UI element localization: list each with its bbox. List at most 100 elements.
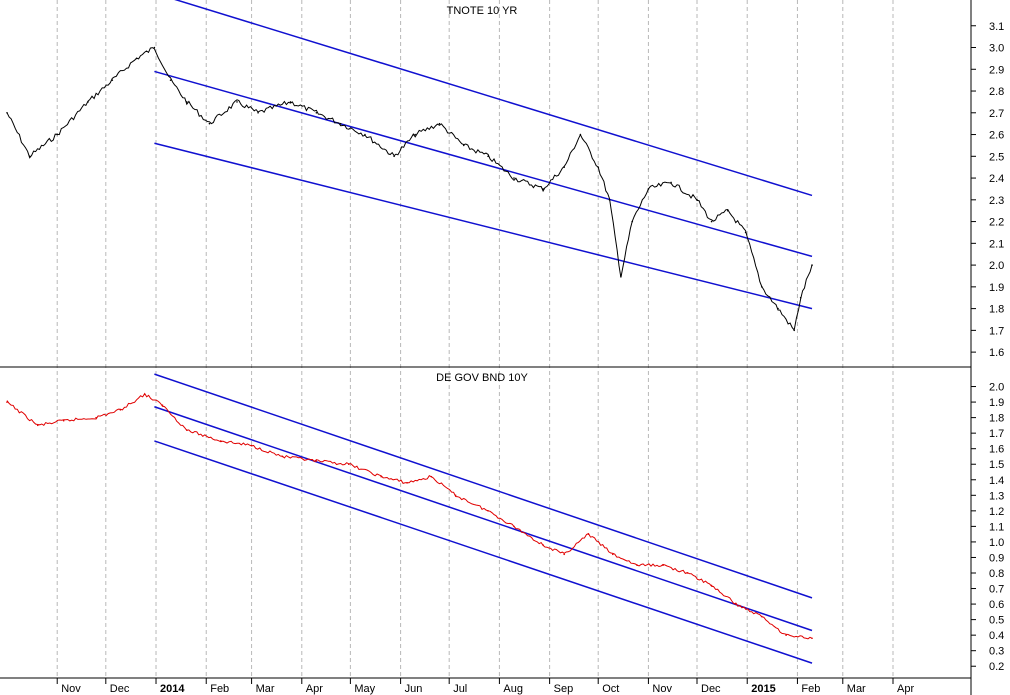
- axis-layer: [0, 0, 972, 695]
- month-label: Dec: [701, 683, 721, 695]
- month-label: 2014: [160, 683, 185, 695]
- y-tick-label: 0.9: [989, 552, 1004, 564]
- y-tick-label: 2.8: [989, 86, 1004, 98]
- channel-lower-line: [154, 142, 813, 310]
- data-point: [6, 111, 8, 114]
- data-point: [95, 416, 97, 419]
- month-label: May: [354, 683, 375, 695]
- data-point: [430, 475, 433, 478]
- data-point: [380, 475, 382, 478]
- data-point: [185, 429, 188, 431]
- data-point: [563, 553, 565, 556]
- y-tick-label: 2.6: [989, 130, 1004, 142]
- data-point: [87, 101, 89, 103]
- y-tick-label: 1.4: [989, 475, 1004, 487]
- channel-upper-line: [154, 373, 813, 599]
- channel-middle-line: [154, 406, 813, 632]
- data-point: [36, 424, 39, 427]
- x-tick-layer: Nov Dec 2014 Feb Mar Apr May Jun Jul Aug Sep Oct Nov…: [56, 678, 914, 695]
- data-point: [28, 155, 31, 158]
- y-tick-label: 1.6: [989, 444, 1004, 456]
- data-point: [710, 584, 713, 587]
- month-label: Apr: [897, 683, 914, 695]
- data-point: [513, 177, 515, 179]
- data-point: [799, 296, 802, 299]
- month-label: Aug: [503, 683, 523, 695]
- series-line: [6, 47, 813, 332]
- y-tick-label: 0.5: [989, 615, 1004, 627]
- data-point: [696, 199, 698, 201]
- data-point: [6, 401, 8, 403]
- y-tick-layer: 1.6 1.7 1.8 1.9 2.0 2.1 2.2 2.3 2.4 2.5 2.6 2.7 2.8 2…: [971, 21, 1004, 673]
- data-point: [62, 419, 65, 422]
- data-point: [281, 455, 284, 458]
- channel-layer: [154, 0, 813, 664]
- data-point: [289, 101, 292, 103]
- y-tick-label: 1.8: [989, 413, 1004, 425]
- data-point: [620, 275, 622, 277]
- channel-upper-line: [174, 0, 813, 197]
- y-tick-label: 3.1: [989, 21, 1004, 33]
- y-tick-label: 0.8: [989, 568, 1004, 580]
- data-point: [315, 111, 318, 114]
- month-label: 2015: [751, 683, 775, 695]
- data-point: [250, 444, 253, 447]
- data-point: [339, 122, 342, 125]
- y-tick-label: 1.9: [989, 282, 1004, 294]
- month-label: Mar: [256, 683, 275, 695]
- data-point: [647, 188, 650, 190]
- series-layer: [6, 46, 813, 640]
- data-point: [579, 133, 582, 136]
- month-label: Jul: [453, 683, 467, 695]
- data-point: [111, 79, 114, 81]
- data-point: [744, 231, 747, 234]
- data-point: [364, 133, 366, 136]
- y-tick-label: 1.8: [989, 304, 1004, 316]
- y-tick-label: 2.0: [989, 260, 1004, 272]
- data-point: [793, 329, 795, 332]
- month-label: Feb: [801, 683, 820, 695]
- data-point: [406, 482, 408, 484]
- data-point: [257, 111, 259, 114]
- month-label: Dec: [110, 683, 130, 695]
- data-point: [513, 525, 515, 528]
- data-point: [662, 564, 664, 567]
- data-point: [487, 510, 489, 512]
- y-tick-label: 2.0: [989, 382, 1004, 394]
- series-line: [6, 392, 813, 640]
- y-tick-label: 1.1: [989, 521, 1004, 533]
- month-label: Sep: [554, 683, 574, 695]
- data-point: [811, 264, 813, 266]
- data-point: [454, 494, 457, 497]
- y-tick-label: 0.4: [989, 630, 1004, 642]
- bottom-panel-title: DE GOV BND 10Y: [436, 372, 528, 384]
- data-point: [761, 615, 763, 618]
- month-label: Nov: [61, 683, 81, 695]
- data-point: [726, 209, 729, 212]
- y-tick-label: 2.2: [989, 217, 1004, 229]
- y-tick-label: 2.1: [989, 238, 1004, 250]
- month-label: Apr: [306, 683, 323, 695]
- top-panel-title: TNOTE 10 YR: [447, 5, 518, 17]
- data-point: [587, 533, 590, 535]
- data-point: [393, 155, 395, 158]
- y-tick-label: 2.5: [989, 151, 1004, 163]
- y-tick-label: 2.3: [989, 195, 1004, 207]
- y-tick-label: 0.2: [989, 661, 1004, 673]
- grid-layer: [56, 0, 894, 678]
- data-point: [761, 286, 763, 288]
- data-point: [710, 220, 713, 223]
- y-tick-label: 1.0: [989, 537, 1004, 549]
- data-point: [777, 307, 779, 310]
- data-point: [597, 166, 600, 168]
- month-label: Jun: [405, 683, 423, 695]
- month-label: Mar: [847, 683, 866, 695]
- data-point: [56, 133, 59, 136]
- data-point: [608, 199, 611, 201]
- data-point: [119, 409, 122, 411]
- data-point: [236, 101, 238, 103]
- data-point: [315, 460, 318, 462]
- data-point: [169, 79, 172, 81]
